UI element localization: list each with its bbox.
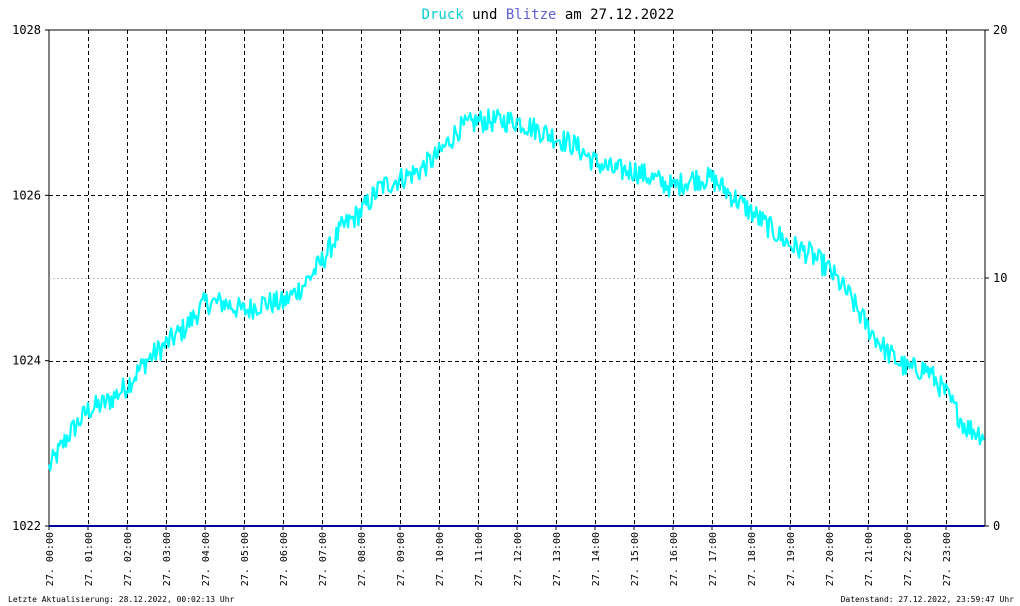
y-right-tick-label: 20 bbox=[993, 23, 1007, 37]
chart-title: Druck und Blitze am 27.12.2022 bbox=[422, 7, 675, 23]
title-date: am 27.12.2022 bbox=[556, 7, 674, 23]
series-layer bbox=[47, 108, 985, 527]
x-tick-label: 27. 03:00 bbox=[162, 532, 173, 586]
x-tick-label: 27. 08:00 bbox=[357, 532, 368, 586]
x-tick-label: 27. 00:00 bbox=[45, 532, 56, 586]
y-left-tick-label: 1028 bbox=[12, 23, 41, 37]
x-axis: 27. 00:00 27. 01:00 27. 02:00 27. 03:00 27. … bbox=[45, 526, 953, 586]
y-right-tick-label: 0 bbox=[993, 519, 1000, 533]
y-axis-left: 1022 1024 1026 1028 bbox=[12, 23, 49, 533]
x-tick-label: 27. 22:00 bbox=[903, 532, 914, 586]
title-pressure-word: Druck bbox=[422, 7, 465, 23]
y-right-tick-label: 10 bbox=[993, 271, 1007, 285]
footer-last-update: Letzte Aktualisierung: 28.12.2022, 00:02… bbox=[8, 595, 235, 604]
x-tick-label: 27. 20:00 bbox=[825, 532, 836, 586]
x-tick-label: 27. 11:00 bbox=[474, 532, 485, 586]
x-tick-label: 27. 19:00 bbox=[786, 532, 797, 586]
x-tick-label: 27. 13:00 bbox=[552, 532, 563, 586]
y-left-tick-label: 1022 bbox=[12, 519, 41, 533]
x-tick-label: 27. 23:00 bbox=[942, 532, 953, 586]
x-tick-label: 27. 05:00 bbox=[240, 532, 251, 586]
x-tick-label: 27. 01:00 bbox=[84, 532, 95, 586]
title-lightning-word: Blitze bbox=[506, 7, 557, 23]
x-tick-label: 27. 15:00 bbox=[630, 532, 641, 586]
x-tick-label: 27. 06:00 bbox=[279, 532, 290, 586]
x-tick-label: 27. 04:00 bbox=[201, 532, 212, 586]
x-tick-label: 27. 10:00 bbox=[435, 532, 446, 586]
x-tick-label: 27. 07:00 bbox=[318, 532, 329, 586]
x-tick-label: 27. 21:00 bbox=[864, 532, 875, 586]
x-tick-label: 27. 02:00 bbox=[123, 532, 134, 586]
x-tick-label: 27. 14:00 bbox=[591, 532, 602, 586]
x-tick-label: 27. 18:00 bbox=[747, 532, 758, 586]
footer-data-state: Datenstand: 27.12.2022, 23:59:47 Uhr bbox=[841, 595, 1015, 604]
y-left-tick-label: 1024 bbox=[12, 354, 41, 368]
x-tick-label: 27. 17:00 bbox=[708, 532, 719, 586]
grid-lines bbox=[48, 29, 986, 527]
pressure-series-line bbox=[47, 108, 985, 472]
x-tick-label: 27. 12:00 bbox=[513, 532, 524, 586]
x-tick-label: 27. 09:00 bbox=[396, 532, 407, 586]
y-left-tick-label: 1026 bbox=[12, 188, 41, 202]
x-tick-label: 27. 16:00 bbox=[669, 532, 680, 586]
title-connector: und bbox=[464, 7, 506, 23]
y-axis-right: 0 10 20 bbox=[985, 23, 1007, 533]
